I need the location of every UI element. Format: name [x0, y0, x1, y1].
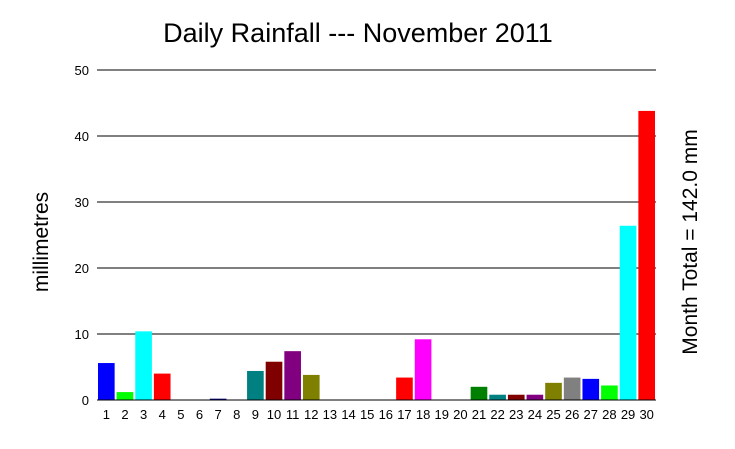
- x-tick-label: 28: [602, 407, 616, 422]
- y-tick-label: 30: [75, 195, 89, 210]
- x-tick-label: 14: [341, 407, 355, 422]
- bar-day-9: [247, 370, 264, 400]
- x-tick-label: 29: [621, 407, 635, 422]
- x-tick-label: 21: [472, 407, 486, 422]
- x-tick-label: 30: [639, 407, 653, 422]
- x-tick-label: 17: [397, 407, 411, 422]
- x-tick-label: 26: [565, 407, 579, 422]
- x-tick-label: 15: [360, 407, 374, 422]
- bar-day-22: [489, 394, 506, 400]
- gridlines: [97, 69, 656, 335]
- chart-title: Daily Rainfall --- November 2011: [163, 18, 553, 48]
- x-tick-label: 1: [103, 407, 110, 422]
- x-tick-label: 19: [434, 407, 448, 422]
- bar-day-4: [153, 373, 171, 400]
- y-tick-label: 40: [75, 129, 89, 144]
- bar-day-7: [209, 398, 227, 400]
- bar-day-1: [98, 363, 115, 400]
- y-tick-label: 10: [75, 327, 89, 342]
- x-tick-label: 11: [286, 407, 300, 422]
- x-tick-label: 8: [233, 407, 240, 422]
- bar-day-10: [265, 361, 283, 400]
- bar-day-24: [526, 394, 544, 400]
- bar-day-12: [302, 374, 320, 400]
- x-tick-label: 16: [379, 407, 393, 422]
- bars: [98, 110, 655, 401]
- y-tick-label: 0: [82, 393, 89, 408]
- x-tick-label: 27: [584, 407, 598, 422]
- x-tick-label: 5: [177, 407, 184, 422]
- x-tick-label: 6: [196, 407, 203, 422]
- x-tick-label: 2: [121, 407, 128, 422]
- y-tick-label: 50: [75, 63, 89, 78]
- bar-day-21: [470, 386, 488, 400]
- x-tick-label: 7: [214, 407, 221, 422]
- bar-day-25: [545, 382, 562, 400]
- bar-day-28: [601, 385, 618, 400]
- bar-day-23: [507, 394, 525, 400]
- x-tick-label: 25: [546, 407, 560, 422]
- bar-day-29: [619, 225, 637, 400]
- x-tick-label: 23: [509, 407, 523, 422]
- x-tick-label: 4: [159, 407, 166, 422]
- x-tick-label: 20: [453, 407, 467, 422]
- x-tick-label: 13: [323, 407, 337, 422]
- x-tick-label: 3: [140, 407, 147, 422]
- bar-day-30: [638, 110, 655, 401]
- x-tick-label: 10: [267, 407, 281, 422]
- y-tick-label: 20: [75, 261, 89, 276]
- bar-day-17: [396, 377, 413, 400]
- bar-day-11: [284, 351, 301, 400]
- month-total-label: Month Total = 142.0 mm: [679, 129, 702, 354]
- x-tick-label: 18: [416, 407, 430, 422]
- bar-day-27: [582, 378, 600, 400]
- bar-day-2: [116, 392, 134, 400]
- x-ticks: 1 2 3 4 5 6 7 8 9 10 11 12 13 14 15 16 17 18 19 20 21 22 23 24 2…: [103, 407, 654, 422]
- y-ticks: 0 10 20 30 40 50: [75, 63, 89, 408]
- x-tick-label: 24: [528, 407, 542, 422]
- x-tick-label: 12: [304, 407, 318, 422]
- bar-day-18: [414, 339, 432, 400]
- bar-day-26: [563, 377, 581, 400]
- x-tick-label: 22: [490, 407, 504, 422]
- x-tick-label: 9: [252, 407, 259, 422]
- y-axis-label: millimetres: [30, 192, 53, 292]
- bar-day-3: [135, 331, 152, 400]
